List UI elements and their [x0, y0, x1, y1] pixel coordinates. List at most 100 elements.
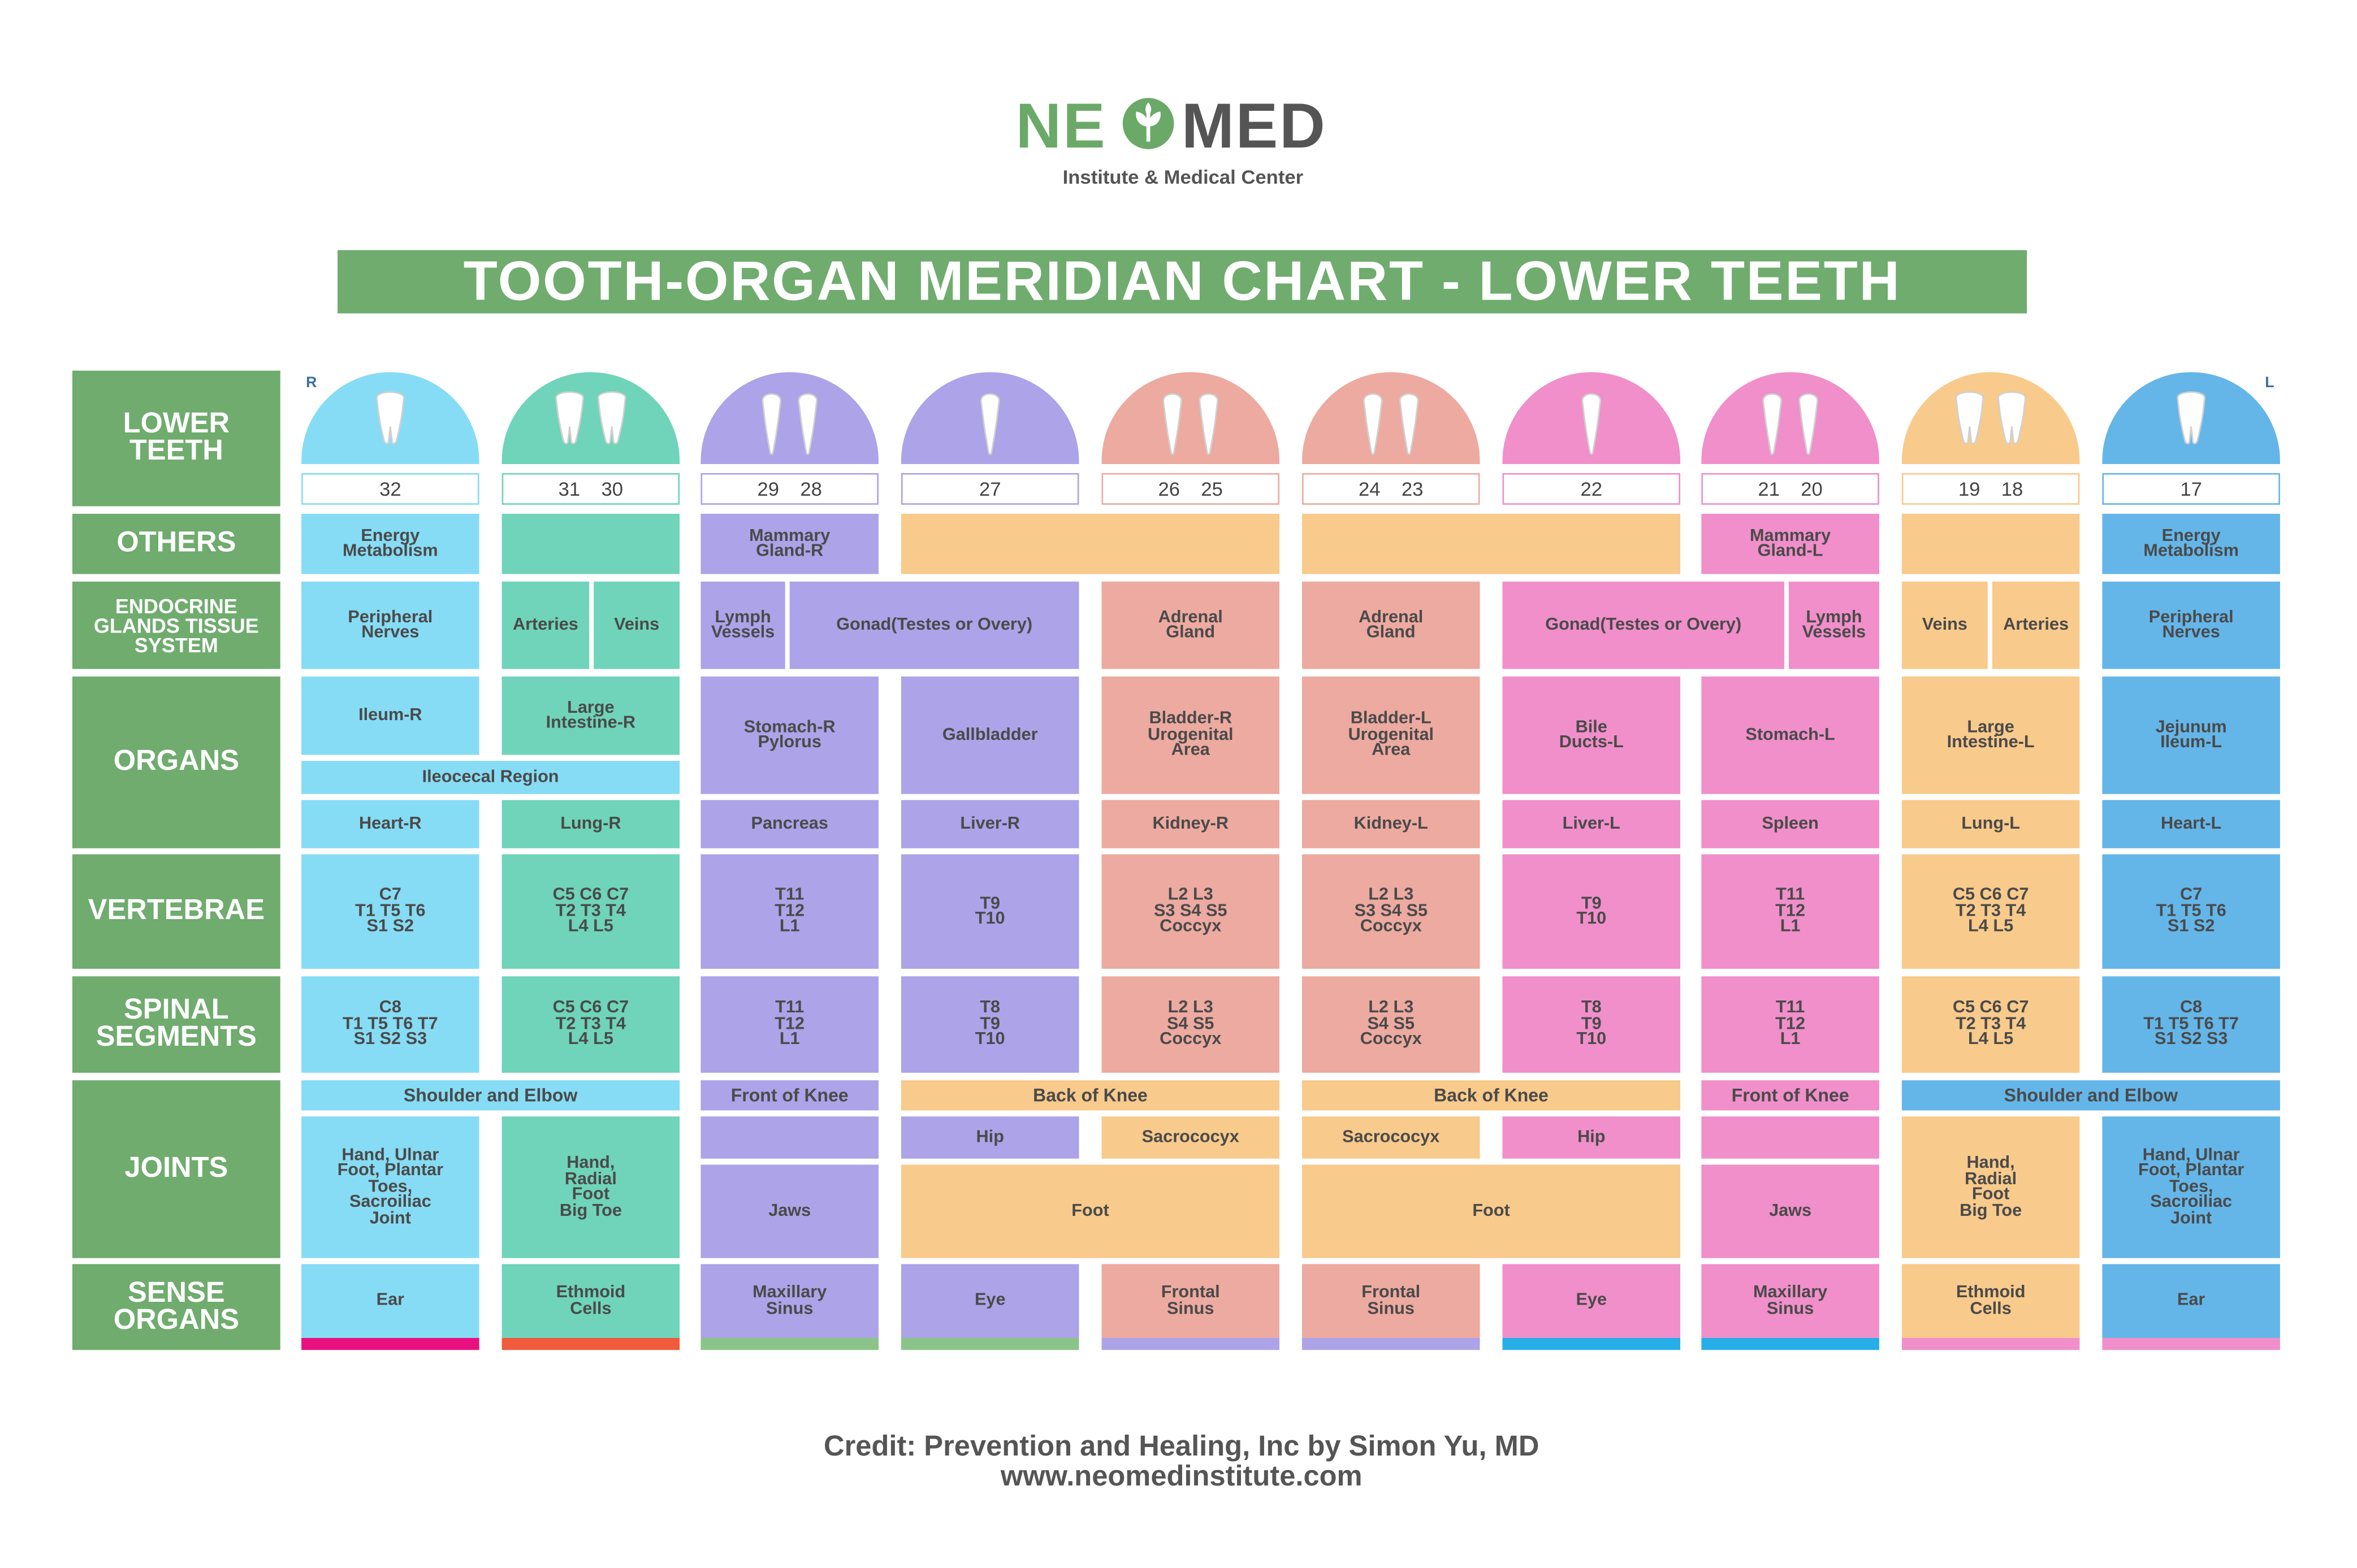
right-side-mark: R: [306, 375, 317, 392]
vertebrae-cell: C7 T1 T5 T6 S1 S2: [2102, 854, 2280, 969]
joint-cell: Hip: [901, 1116, 1079, 1159]
tooth-number: 19: [1958, 477, 1980, 500]
vertebrae-cell: T9 T10: [901, 854, 1079, 969]
tooth-number: 28: [800, 477, 822, 500]
others-cell: Energy Metabolism: [2102, 513, 2280, 574]
joint-cell: Shoulder and Elbow: [1901, 1080, 2280, 1111]
logo-text-right: MED: [1181, 90, 1327, 162]
tooth-number-box: 32: [301, 473, 479, 505]
organ-cell: Lung-R: [501, 800, 680, 848]
joint-cell: Hand, Ulnar Foot, Plantar Toes, Sacroili…: [2102, 1116, 2280, 1258]
joint-cell: Back of Knee: [1301, 1080, 1681, 1111]
endocrine-cell: Veins: [1901, 581, 1988, 669]
tooth-number-box: 22: [1502, 473, 1681, 505]
organ-cell: Liver-R: [901, 800, 1079, 848]
sense-cell: Eye: [901, 1264, 1079, 1338]
vertebrae-cell: T11 T12 L1: [700, 854, 879, 969]
endocrine-cell: Adrenal Gland: [1301, 581, 1480, 669]
logo-leaf-icon: [1121, 97, 1175, 151]
tooth-icon: [1195, 392, 1222, 466]
tooth-number: 23: [1401, 477, 1424, 500]
endocrine-cell: Peripheral Nerves: [2102, 581, 2280, 669]
endocrine-cell: Peripheral Nerves: [301, 581, 479, 669]
spinal-cell: C5 C6 C7 T2 T3 T4 L4 L5: [501, 976, 680, 1073]
organ-cell: Pancreas: [700, 800, 879, 848]
tooth-dome: [1701, 372, 1879, 464]
sense-cell: Frontal Sinus: [1101, 1264, 1280, 1338]
organ-cell: Liver-L: [1502, 800, 1681, 848]
website-link[interactable]: www.neomedinstitute.com: [1000, 1461, 1363, 1493]
column-cap: [1502, 1337, 1681, 1350]
tooth-icon: [1359, 392, 1386, 466]
endocrine-cell: Gonad(Testes or Overy): [1502, 581, 1784, 669]
row-label-vertebrae: VERTEBRAE: [72, 854, 280, 969]
row-label-lower-teeth: LOWER TEETH: [72, 370, 280, 506]
organ-cell: Gallbladder: [901, 676, 1079, 794]
endocrine-cell: Lymph Vessels: [1788, 581, 1879, 669]
sense-cell: Eye: [1502, 1264, 1681, 1338]
tooth-icon: [976, 392, 1004, 466]
credit-line: Credit: Prevention and Healing, Inc by S…: [824, 1431, 1539, 1463]
organ-cell: Jejunum Ileum-L: [2102, 676, 2280, 794]
endocrine-cell: Adrenal Gland: [1101, 581, 1280, 669]
others-cell: [501, 513, 680, 574]
vertebrae-cell: T9 T10: [1502, 854, 1681, 969]
others-cell: [1901, 513, 2080, 574]
spinal-cell: T11 T12 L1: [1701, 976, 1879, 1073]
endocrine-cell: Arteries: [1992, 581, 2080, 669]
column-cap: [1101, 1337, 1280, 1350]
endocrine-cell: Gonad(Testes or Overy): [789, 581, 1079, 669]
tooth-number: 32: [379, 477, 401, 500]
molar-tooth-icon: [553, 390, 586, 455]
logo-subtitle: Institute & Medical Center: [1062, 166, 1304, 189]
spinal-cell: L2 L3 S4 S5 Coccyx: [1301, 976, 1480, 1073]
joint-cell: [700, 1116, 879, 1159]
column-cap: [901, 1337, 1079, 1350]
tooth-number-box: 31 30: [501, 473, 680, 505]
molar-tooth-icon: [1995, 390, 2029, 455]
vertebrae-cell: T11 T12 L1: [1701, 854, 1879, 969]
tooth-icon: [758, 392, 785, 466]
column-cap: [1701, 1337, 1879, 1350]
column-cap: [700, 1337, 879, 1350]
organ-cell: Lung-L: [1901, 800, 2080, 848]
spinal-cell: C8 T1 T5 T6 T7 S1 S2 S3: [301, 976, 479, 1073]
organ-cell: Bladder-L Urogenital Area: [1301, 676, 1480, 794]
tooth-number: 18: [2001, 477, 2023, 500]
joint-cell: Hip: [1502, 1116, 1681, 1159]
tooth-number: 25: [1201, 477, 1223, 500]
tooth-number: 22: [1580, 477, 1603, 500]
joint-cell: Shoulder and Elbow: [301, 1080, 680, 1111]
spinal-cell: T8 T9 T10: [901, 976, 1079, 1073]
ileocecal-region: Ileocecal Region: [301, 761, 680, 794]
row-label-joints: JOINTS: [72, 1080, 280, 1258]
sense-cell: Ethmoid Cells: [501, 1264, 680, 1338]
joint-cell: Sacrococyx: [1101, 1116, 1280, 1159]
sense-cell: Frontal Sinus: [1301, 1264, 1480, 1338]
tooth-number-box: 29 28: [700, 473, 879, 505]
vertebrae-cell: C7 T1 T5 T6 S1 S2: [301, 854, 479, 969]
spinal-cell: C5 C6 C7 T2 T3 T4 L4 L5: [1901, 976, 2080, 1073]
joint-cell: [1701, 1116, 1879, 1159]
endocrine-cell: Lymph Vessels: [700, 581, 785, 669]
joint-cell: Hand, Ulnar Foot, Plantar Toes, Sacroili…: [301, 1116, 479, 1258]
tooth-icon: [1395, 392, 1422, 466]
sense-cell: Ear: [301, 1264, 479, 1338]
tooth-number-box: 19 18: [1901, 473, 2080, 505]
joint-cell: Foot: [901, 1164, 1280, 1258]
joint-cell: Back of Knee: [901, 1080, 1280, 1111]
tooth-number: 17: [2180, 477, 2202, 500]
organ-cell: Large Intestine-L: [1901, 676, 2080, 794]
organ-cell: Ileum-R: [301, 676, 479, 755]
column-cap: [1901, 1337, 2080, 1350]
row-label-sense: SENSE ORGANS: [72, 1264, 280, 1350]
joint-cell: Foot: [1301, 1164, 1681, 1258]
tooth-number: 27: [979, 477, 1001, 500]
tooth-dome: [1301, 372, 1480, 464]
sense-cell: Ear: [2102, 1264, 2280, 1338]
others-cell: [1301, 513, 1681, 574]
others-cell: Mammary Gland-L: [1701, 513, 1879, 574]
tooth-number: 21: [1758, 477, 1780, 500]
organ-cell: Kidney-L: [1301, 800, 1480, 848]
